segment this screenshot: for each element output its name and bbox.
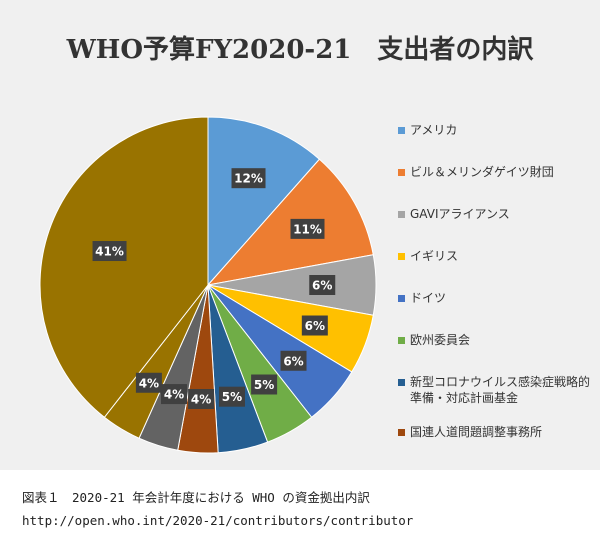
data-label-box <box>231 168 266 189</box>
legend-swatch <box>398 253 405 260</box>
chart-title: WHO予算FY2020-21 支出者の内訳 <box>66 35 534 65</box>
data-label: 6% <box>312 279 332 293</box>
legend-label: アメリカ <box>410 123 458 137</box>
data-label-box <box>309 275 336 295</box>
legend-swatch <box>398 429 405 436</box>
legend-label: ドイツ <box>410 291 447 305</box>
legend-swatch <box>398 211 405 218</box>
data-label-box <box>301 315 328 336</box>
data-label: 4% <box>139 376 159 390</box>
chart-area: WHO予算FY2020-21 支出者の内訳 12% 11% 6% 6% 6% 5% 5% 4%… <box>0 0 600 470</box>
legend-swatch <box>398 127 405 134</box>
data-label: 5% <box>222 390 242 404</box>
data-label-box <box>188 389 215 410</box>
data-label-box <box>251 374 278 395</box>
legend-swatch <box>398 379 405 386</box>
data-label: 11% <box>293 222 322 236</box>
legend-label: ビル＆メリンダゲイツ財団 <box>410 165 554 179</box>
data-label-box <box>290 218 325 239</box>
legend-item: イギリス <box>398 248 598 290</box>
data-label: 4% <box>164 388 184 402</box>
data-label-box <box>135 372 162 393</box>
data-label: 4% <box>191 393 211 407</box>
legend-item: ドイツ <box>398 290 598 332</box>
legend-item: アメリカ <box>398 122 598 164</box>
legend-item: ビル＆メリンダゲイツ財団 <box>398 164 598 206</box>
legend-label: 新型コロナウイルス感染症戦略的準備・対応計画基金 <box>410 375 591 405</box>
data-label-box <box>92 241 127 262</box>
pie-chart: 12% 11% 6% 6% 6% 5% 5% 4% 4% 4% 41% <box>39 116 377 454</box>
data-label: 6% <box>283 354 303 368</box>
data-label: 6% <box>305 319 325 333</box>
legend-swatch <box>398 337 405 344</box>
data-label: 12% <box>234 172 263 186</box>
source-url: http://open.who.int/2020-21/contributors… <box>22 513 414 528</box>
legend-label: GAVIアライアンス <box>410 207 510 221</box>
legend-item: 新型コロナウイルス感染症戦略的準備・対応計画基金 <box>398 374 598 424</box>
legend-swatch <box>398 169 405 176</box>
figure-caption: 図表１ 2020-21 年会計年度における WHO の資金拠出内訳 <box>22 490 370 505</box>
pie-slice <box>39 116 209 418</box>
legend: アメリカ ビル＆メリンダゲイツ財団 GAVIアライアンス イギリス ドイツ 欧州… <box>398 122 598 466</box>
legend-label: イギリス <box>410 249 459 263</box>
legend-label: 国連人道問題調整事務所 <box>410 425 543 439</box>
data-label-box <box>280 350 307 371</box>
legend-label: 欧州委員会 <box>410 333 471 347</box>
pie-slice <box>207 116 321 287</box>
legend-item: GAVIアライアンス <box>398 206 598 248</box>
data-label-box <box>218 386 245 407</box>
data-label-box <box>161 384 188 405</box>
legend-item: 国連人道問題調整事務所 <box>398 424 598 466</box>
data-label: 41% <box>95 245 124 259</box>
legend-swatch <box>398 295 405 302</box>
data-label: 5% <box>254 378 274 392</box>
legend-item: 欧州委員会 <box>398 332 598 374</box>
